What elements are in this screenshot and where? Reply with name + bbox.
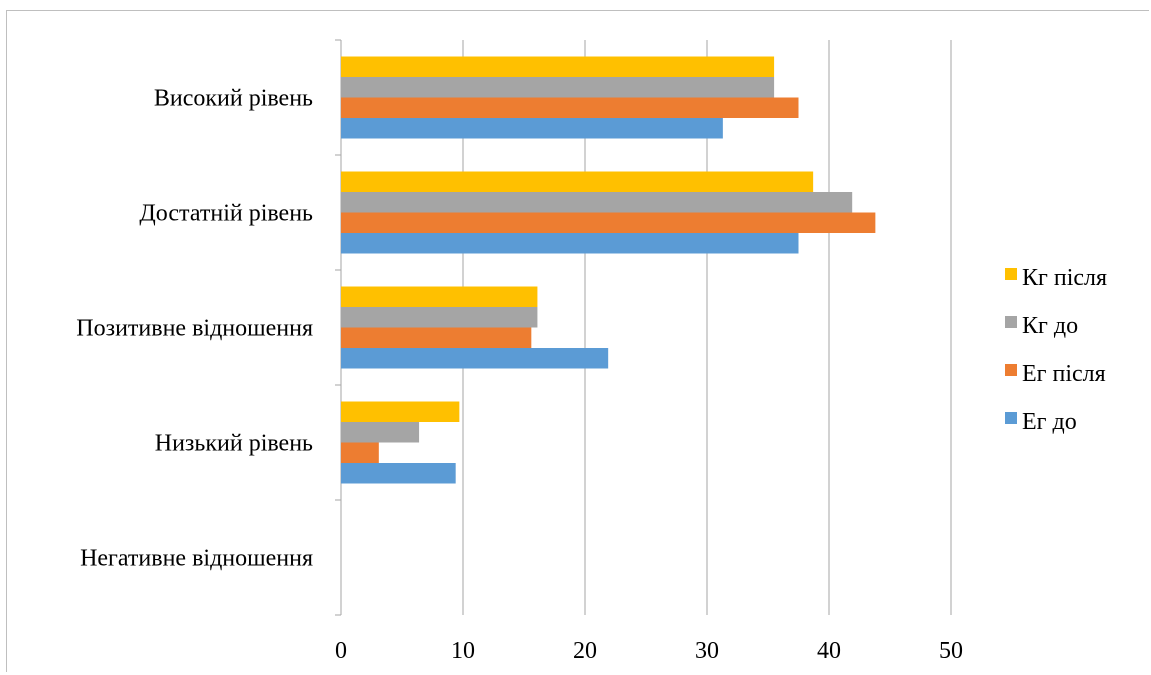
bar-ег-після <box>341 97 799 118</box>
bar-ег-після <box>341 327 532 348</box>
legend-swatch <box>1005 412 1017 424</box>
bar-кг-після <box>341 286 538 307</box>
legend-label: Ег після <box>1022 361 1106 387</box>
category-label: Низький рівень <box>155 431 313 457</box>
category-label: Достатній рівень <box>139 201 313 227</box>
x-tick-label: 40 <box>817 638 841 664</box>
bar-ег-після <box>341 212 876 233</box>
legend-swatch <box>1005 364 1017 376</box>
bar-кг-до <box>341 77 775 98</box>
legend-label: Ег до <box>1022 409 1077 435</box>
category-label: Позитивне відношення <box>76 316 313 342</box>
bar-кг-до <box>341 307 538 328</box>
bar-ег-до <box>341 233 799 254</box>
legend-label: Кг після <box>1022 265 1107 291</box>
bar-ег-до <box>341 118 723 139</box>
bar-кг-після <box>341 171 814 192</box>
category-label: Високий рівень <box>154 86 313 112</box>
bar-ег-до <box>341 463 456 484</box>
category-label: Негативне відношення <box>80 546 313 572</box>
legend-swatch <box>1005 316 1017 328</box>
bar-кг-після <box>341 401 460 422</box>
chart-frame <box>6 10 1149 672</box>
x-tick-label: 10 <box>451 638 475 664</box>
legend-label: Кг до <box>1022 313 1078 339</box>
x-tick-label: 50 <box>939 638 963 664</box>
bar-кг-до <box>341 422 420 443</box>
bar-кг-після <box>341 56 775 77</box>
x-tick-label: 20 <box>573 638 597 664</box>
x-tick-label: 30 <box>695 638 719 664</box>
legend-swatch <box>1005 268 1017 280</box>
x-tick-label: 0 <box>335 638 347 664</box>
bar-ег-після <box>341 442 379 463</box>
bar-ег-до <box>341 348 609 369</box>
bar-кг-до <box>341 192 853 213</box>
